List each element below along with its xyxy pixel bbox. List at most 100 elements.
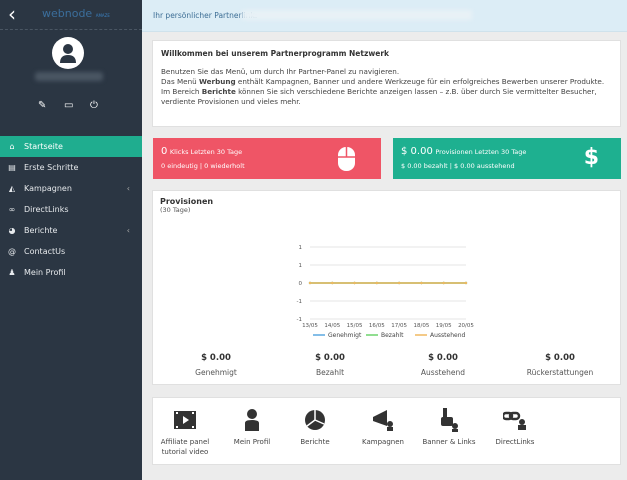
shortcut-label: DirectLinks [495, 438, 535, 446]
chart-title: Provisionen [160, 197, 214, 206]
shortcut-directlinks[interactable]: DirectLinks [483, 408, 547, 447]
shortcut-label: Berichte [300, 438, 330, 446]
sidebar-item-kampagnen[interactable]: ◭ Kampagnen ‹ [0, 178, 142, 199]
shortcut-affiliate-panel-tutorial-video[interactable]: Affiliate panel tutorial video [153, 408, 217, 457]
welcome-line-2c: enthält Kampagnen, Banner und andere Wer… [235, 77, 605, 86]
x-tick-label: 19/05 [436, 323, 452, 329]
sidebar-item-label: DirectLinks [24, 205, 69, 214]
shortcut-label: Banner & Links [422, 438, 476, 446]
x-tick-label: 14/05 [324, 323, 340, 329]
chevron-left-icon: ‹ [126, 226, 130, 235]
sidebar-item-mein-profil[interactable]: ♟ Mein Profil [0, 262, 142, 283]
shortcuts-panel: Affiliate panel tutorial video Mein Profi… [152, 397, 621, 465]
x-tick-label: 20/05 [458, 323, 474, 329]
sidebar-nav: ⌂ Startseite ▤ Erste Schritte ◭ Kampagnen ‹ ∞ Di… [0, 136, 142, 283]
link-icon [483, 408, 547, 432]
brand-logo[interactable]: webnode AMAZE [42, 7, 110, 20]
partner-link-label: Ihr persönlicher Partnerlink: [153, 11, 258, 20]
sidebar: ‹ webnode AMAZE ✎ ▭ ⏻ ⌂ Startseite ▤ Erste … [0, 0, 142, 480]
data-point [464, 281, 468, 285]
user-icon: ♟ [8, 268, 16, 277]
x-tick-label: 15/05 [347, 323, 363, 329]
provisions-sub: $ 0.00 bezahlt | $ 0.00 ausstehend [401, 162, 515, 170]
shortcut-label: Mein Profil [233, 438, 271, 446]
sidebar-item-erste-schritte[interactable]: ▤ Erste Schritte [0, 157, 142, 178]
pie-chart-icon: ◕ [8, 226, 16, 235]
pie-chart-icon [283, 408, 347, 432]
at-icon: @ [8, 247, 16, 256]
partner-link-blurred[interactable] [242, 10, 472, 20]
welcome-title: Willkommen bei unserem Partnerprogramm N… [161, 49, 390, 58]
y-tick-label: -1 [297, 299, 302, 305]
brand-sub: AMAZE [95, 13, 110, 18]
data-point [397, 281, 401, 285]
shortcut-kampagnen[interactable]: Kampagnen [351, 408, 415, 447]
dollar-icon: $ [583, 145, 599, 170]
link-icon: ∞ [8, 205, 16, 214]
chevron-left-icon: ‹ [126, 184, 130, 193]
shortcut-mein-profil[interactable]: Mein Profil [220, 408, 284, 447]
sidebar-item-directlinks[interactable]: ∞ DirectLinks [0, 199, 142, 220]
total-bezahlt: $ 0.00 Bezahlt [275, 353, 385, 377]
username-blurred [35, 72, 103, 81]
y-tick-label: -1 [297, 317, 302, 323]
provisions-stat-card: $ 0.00 Provisionen Letzten 30 Tage $ 0.0… [393, 138, 621, 179]
total-ausstehend: $ 0.00 Ausstehend [388, 353, 498, 377]
total-label: Bezahlt [315, 368, 345, 377]
megaphone-icon: ◭ [8, 184, 16, 193]
clicks-value: 0 [161, 146, 168, 157]
sidebar-item-label: Mein Profil [24, 268, 66, 277]
data-point [308, 281, 312, 285]
brand-bar: ‹ webnode AMAZE [0, 0, 142, 30]
welcome-line-2b: Werbung [199, 77, 236, 86]
legend-label: Bezahlt [381, 332, 404, 339]
y-tick-label: 1 [299, 245, 303, 251]
sidebar-item-label: Berichte [24, 226, 58, 235]
welcome-line-3a: Im Bereich [161, 87, 202, 96]
welcome-line-3c: können Sie sich verschiedene Berichte an… [161, 87, 597, 106]
y-tick-label: 0 [299, 281, 303, 287]
provisions-label: Provisionen Letzten 30 Tage [435, 148, 527, 156]
clicks-stat-card: 0 Klicks Letzten 30 Tage 0 eindeutig | 0… [153, 138, 381, 179]
shortcut-banner-links[interactable]: Banner & Links [417, 408, 481, 447]
welcome-panel: Willkommen bei unserem Partnerprogramm N… [152, 40, 621, 127]
total-value: $ 0.00 [201, 353, 231, 363]
power-icon[interactable]: ⏻ [90, 100, 98, 111]
back-chevron-icon[interactable]: ‹ [8, 2, 16, 26]
clicks-sub: 0 eindeutig | 0 wiederholt [161, 162, 245, 170]
shortcut-label: Affiliate panel tutorial video [160, 438, 210, 456]
shortcut-berichte[interactable]: Berichte [283, 408, 347, 447]
welcome-line-1: Benutzen Sie das Menü, um durch Ihr Part… [161, 67, 400, 76]
pointer-hand-icon [417, 408, 481, 432]
x-tick-label: 13/05 [302, 323, 318, 329]
total-value: $ 0.00 [315, 353, 345, 363]
data-point [331, 281, 334, 285]
legend-label: Ausstehend [430, 332, 466, 339]
avatar[interactable] [52, 37, 84, 69]
x-tick-label: 17/05 [391, 323, 407, 329]
total-label: Genehmigt [195, 368, 237, 377]
brand-name: webnode [42, 7, 93, 20]
monitor-icon[interactable]: ▭ [64, 100, 74, 111]
partner-link-bar: Ihr persönlicher Partnerlink: [142, 0, 627, 32]
data-point [353, 281, 356, 285]
sidebar-item-label: ContactUs [24, 247, 66, 256]
sidebar-item-berichte[interactable]: ◕ Berichte ‹ [0, 220, 142, 241]
welcome-line-3b: Berichte [201, 87, 236, 96]
sidebar-item-contactus[interactable]: @ ContactUs [0, 241, 142, 262]
sidebar-item-startseite[interactable]: ⌂ Startseite [0, 136, 142, 157]
provisions-line-chart: 110-1-113/05 14/05 15/05 16/05 17/05 18/05 19/… [297, 245, 475, 339]
sidebar-item-label: Kampagnen [24, 184, 72, 193]
home-icon: ⌂ [9, 142, 15, 151]
y-tick-label: 1 [299, 263, 303, 269]
shortcut-label: Kampagnen [362, 438, 404, 446]
pencil-icon[interactable]: ✎ [38, 100, 47, 111]
sidebar-item-label: Erste Schritte [24, 163, 79, 172]
total-value: $ 0.00 [545, 353, 575, 363]
megaphone-icon [351, 408, 415, 432]
provisions-value: $ 0.00 [401, 146, 433, 157]
welcome-text: Benutzen Sie das Menü, um durch Ihr Part… [161, 67, 612, 107]
legend-label: Genehmigt [328, 332, 362, 339]
data-point [420, 281, 423, 285]
total-rückerstattungen: $ 0.00 Rückerstattungen [505, 353, 615, 377]
